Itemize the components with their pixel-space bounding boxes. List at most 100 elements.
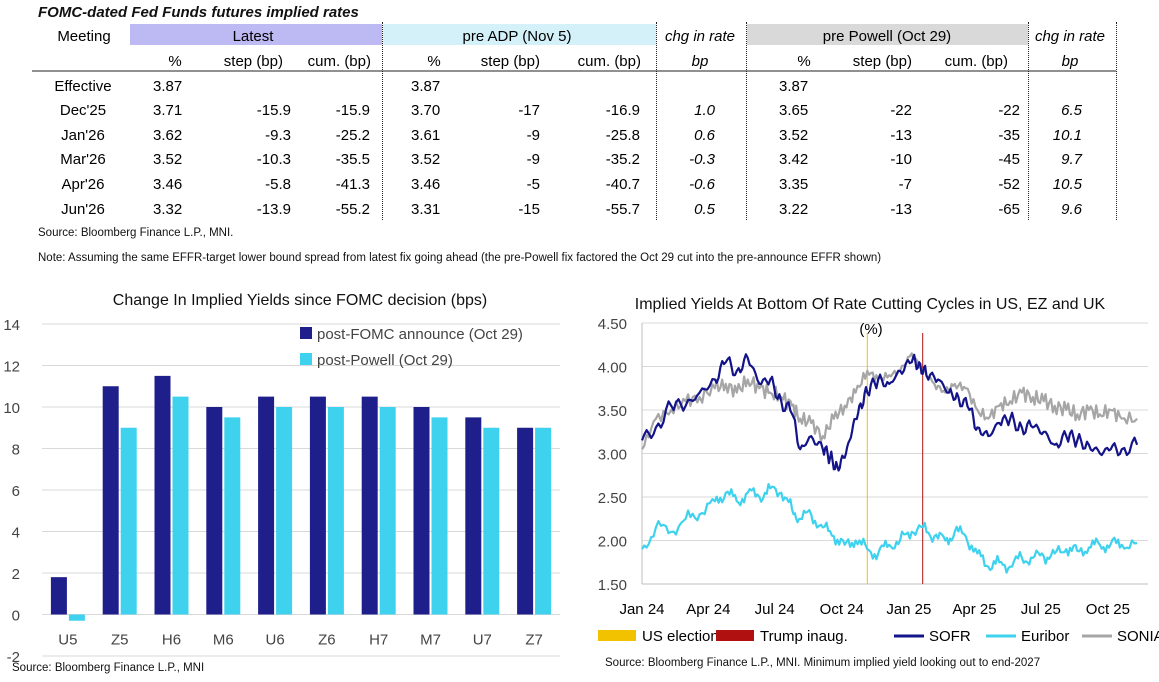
table-cell: -15 (518, 201, 540, 218)
table-cell: -5 (527, 176, 540, 193)
table-cell: -65 (998, 201, 1020, 218)
x-tick-label: H6 (162, 632, 181, 649)
series-line-sofr (640, 353, 1139, 472)
group-header: pre ADP (Nov 5) (463, 28, 572, 45)
x-tick-label: M6 (213, 632, 234, 649)
row-label: Apr'26 (62, 176, 105, 193)
legend-swatch (300, 353, 312, 365)
table-cell: -55.7 (606, 201, 640, 218)
table-cell: 3.65 (779, 102, 808, 119)
x-tick-label: Z5 (111, 632, 129, 649)
table-cell: 1.0 (694, 102, 716, 119)
bar-post-powell (431, 417, 448, 615)
table-cell: 10.5 (1053, 176, 1083, 193)
legend-label: post-FOMC announce (Oct 29) (317, 326, 523, 343)
x-tick-label: Jul 25 (1021, 601, 1061, 618)
table-cell: -55.2 (336, 201, 370, 218)
table-cell: -25.2 (336, 127, 370, 144)
table-source: Source: Bloomberg Finance L.P., MNI. (38, 227, 234, 239)
group-header-bg (747, 24, 1028, 45)
bar-post-fomc (465, 417, 482, 615)
group-header: Latest (233, 28, 275, 45)
series-line-sonia (641, 352, 1138, 450)
row-label: Mar'26 (60, 151, 105, 168)
table-cell: -7 (899, 176, 912, 193)
bar-post-powell (224, 417, 241, 615)
table-cell: -35.2 (606, 151, 640, 168)
bar-post-powell (535, 427, 552, 615)
table-cell: 3.42 (779, 151, 808, 168)
table-cell: 9.6 (1061, 201, 1083, 218)
table-cell: -10 (890, 151, 912, 168)
table-cell: -15.9 (336, 102, 370, 119)
table-cell: -10.3 (257, 151, 291, 168)
table-cell: -0.3 (689, 151, 716, 168)
row-label: Jun'26 (61, 201, 105, 218)
table-cell: 3.61 (411, 127, 440, 144)
line-chart-source: Source: Bloomberg Finance L.P., MNI. Min… (605, 657, 1041, 669)
table-cell: 3.32 (153, 201, 182, 218)
table-cell: -35 (998, 127, 1020, 144)
y-tick-label: 6 (12, 483, 20, 500)
x-tick-label: M7 (420, 632, 441, 649)
table-cell: -16.9 (606, 102, 640, 119)
y-tick-label: 4 (12, 525, 20, 542)
x-tick-label: Z7 (525, 632, 543, 649)
y-tick-label: -2 (7, 649, 20, 666)
legend-label: Euribor (1021, 628, 1069, 645)
table-cell: -45 (998, 151, 1020, 168)
row-label: Effective (54, 78, 111, 95)
table-cell: -17 (518, 102, 540, 119)
rates-table-section: Latest pre ADP (Nov 5) chg in rate pre Powe… (0, 0, 1159, 280)
table-cell: 3.22 (779, 201, 808, 218)
legend-swatch (716, 630, 754, 641)
bar-post-powell (379, 407, 396, 615)
table-cell: -13.9 (257, 201, 291, 218)
series-line-euribor (641, 483, 1138, 574)
bar-post-powell (276, 407, 293, 615)
x-tick-label: H7 (369, 632, 388, 649)
y-tick-label: 3.50 (598, 403, 627, 420)
y-tick-label: 14 (3, 317, 20, 334)
subheader: % (427, 53, 440, 70)
bar-post-fomc (102, 386, 119, 615)
x-tick-label: Apr 24 (686, 601, 730, 618)
column-divider (382, 22, 383, 220)
y-tick-label: 2.00 (598, 534, 627, 551)
group-header-bg (383, 24, 656, 45)
table-cell: 3.52 (779, 127, 808, 144)
table-cell: -40.7 (606, 176, 640, 193)
bar-post-fomc (413, 407, 430, 615)
subheader: cum. (bp) (308, 53, 371, 70)
bar-post-powell (68, 614, 85, 621)
table-cell: 3.62 (153, 127, 182, 144)
y-tick-label: 4.00 (598, 360, 627, 377)
table-cell: 3.71 (153, 102, 182, 119)
bar-post-powell (483, 427, 500, 615)
bar-chart-source: Source: Bloomberg Finance L.P., MNI (12, 662, 205, 674)
x-tick-label: Oct 24 (820, 601, 864, 618)
legend-swatch (300, 327, 312, 339)
legend-label: US election (642, 628, 719, 645)
line-chart-title: Implied Yields At Bottom Of Rate Cutting… (634, 296, 1106, 313)
table-cell: 6.5 (1061, 102, 1083, 119)
y-tick-label: 2 (12, 566, 20, 583)
subheader: bp (692, 53, 709, 70)
y-axis-label: (%) (859, 321, 882, 338)
x-tick-label: U6 (266, 632, 285, 649)
table-cell: 3.70 (411, 102, 440, 119)
table-cell: 3.31 (411, 201, 440, 218)
line-chart: 4.50 4.00 3.50 3.00 2.50 2.00 1.50 (%) Jan 24 Apr… (598, 316, 1159, 645)
bar-post-fomc (258, 396, 275, 615)
column-divider (1116, 22, 1117, 220)
bar-post-fomc (50, 577, 67, 615)
bar-post-powell (172, 396, 189, 615)
group-header-bg (130, 24, 382, 45)
x-tick-label: U7 (473, 632, 492, 649)
table-cell: 3.52 (153, 151, 182, 168)
table-cell: -25.8 (606, 127, 640, 144)
legend-label: Trump inaug. (760, 628, 848, 645)
table-cell: -5.8 (265, 176, 291, 193)
y-tick-label: 10 (3, 400, 20, 417)
y-tick-label: 8 (12, 442, 20, 459)
